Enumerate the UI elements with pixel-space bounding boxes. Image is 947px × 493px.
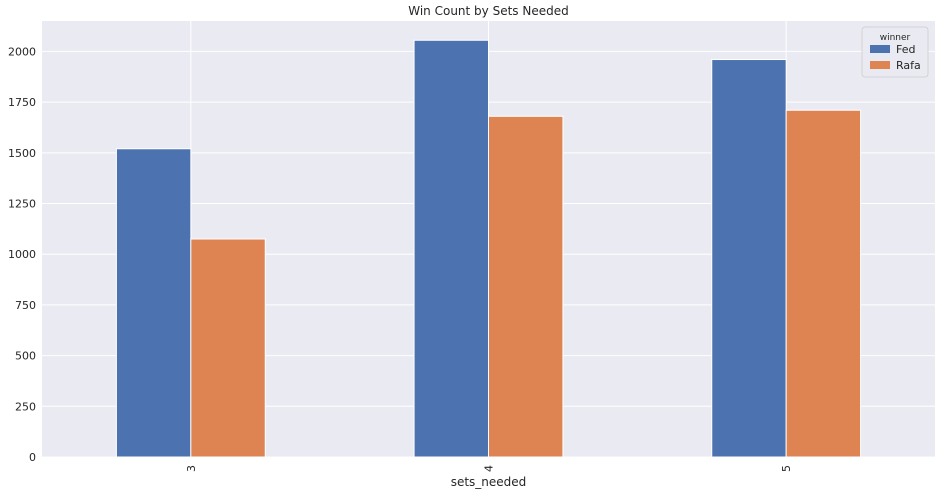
y-tick-label: 1000: [8, 248, 36, 261]
legend-swatch-rafa: [870, 61, 890, 69]
bar-fed-5: [711, 59, 787, 458]
legend-title: winner: [880, 33, 911, 43]
x-tick-label: 4: [483, 465, 496, 472]
bar-rafa-4: [488, 115, 564, 458]
y-axis-ticks: 0 250 500 750 1000 1250 1500 1750 2000: [8, 45, 36, 464]
x-tick-label: 3: [185, 465, 198, 472]
x-axis-ticks: 3 4 5: [185, 465, 793, 472]
bar-fed-4: [413, 39, 490, 458]
y-tick-label: 250: [15, 400, 36, 413]
legend-swatch-fed: [870, 45, 890, 53]
bar-fed-3: [115, 148, 192, 458]
y-tick-label: 0: [29, 451, 36, 464]
y-tick-label: 2000: [8, 45, 36, 58]
legend-label-rafa: Rafa: [896, 59, 921, 72]
y-tick-label: 1750: [8, 96, 36, 109]
legend: winner Fed Rafa: [861, 26, 929, 78]
x-tick-label: 5: [780, 465, 793, 472]
bars: [115, 39, 862, 458]
y-tick-label: 750: [15, 299, 36, 312]
y-tick-label: 1250: [8, 198, 36, 211]
bar-rafa-3: [190, 238, 266, 458]
y-tick-label: 500: [15, 350, 36, 363]
bar-rafa-5: [785, 109, 862, 458]
legend-label-fed: Fed: [896, 43, 915, 56]
chart-title: Win Count by Sets Needed: [408, 4, 568, 18]
x-axis-title: sets_needed: [451, 475, 527, 489]
y-tick-label: 1500: [8, 147, 36, 160]
